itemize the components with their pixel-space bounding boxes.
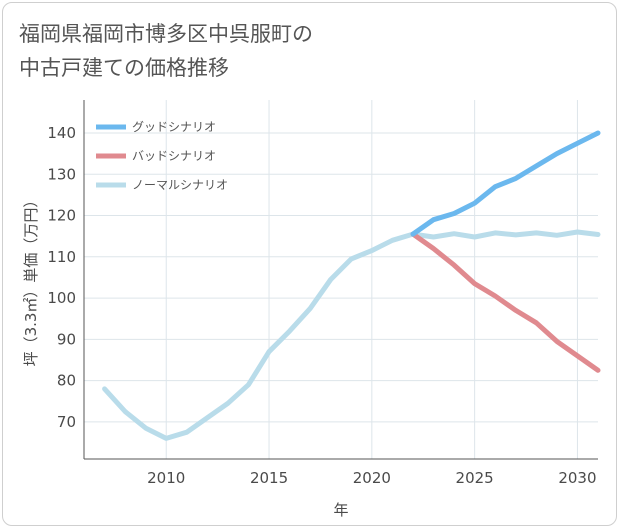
x-tick-label: 2020	[353, 469, 391, 487]
chart-title-line: 福岡県福岡市博多区中呉服町の	[19, 22, 313, 46]
series-line-2	[102, 229, 601, 441]
y-tick-label: 70	[57, 413, 76, 431]
y-tick-label: 90	[57, 330, 76, 348]
chart-title-line: 中古戸建ての価格推移	[19, 56, 229, 80]
line-chart: 2010 2015 2020 2025 2030 70 80 90 100 110 120 130 14…	[22, 100, 601, 519]
legend-label: グッドシナリオ	[132, 120, 216, 134]
y-tick-label: 100	[47, 289, 76, 307]
chart-card: 福岡県福岡市博多区中呉服町の 中古戸建ての価格推移 2010 2015 2020 202…	[2, 2, 617, 526]
series-line-1	[410, 231, 601, 373]
x-tick-label: 2030	[558, 469, 596, 487]
x-tick-label: 2010	[147, 469, 185, 487]
y-tick-label: 140	[47, 124, 76, 142]
y-axis-label: 坪（3.3㎡）単価（万円）	[22, 193, 40, 367]
x-tick-label: 2025	[456, 469, 494, 487]
series-line-0	[410, 130, 601, 237]
y-tick-label: 130	[47, 165, 76, 183]
legend-label: バッドシナリオ	[132, 149, 216, 163]
y-tick-label: 80	[57, 372, 76, 390]
y-tick-label: 110	[47, 248, 76, 266]
chart-title: 福岡県福岡市博多区中呉服町の 中古戸建ての価格推移	[19, 17, 439, 85]
x-tick-label: 2015	[250, 469, 288, 487]
y-tick-label: 120	[47, 207, 76, 225]
legend-label: ノーマルシナリオ	[132, 178, 228, 192]
x-axis-label: 年	[333, 501, 348, 519]
